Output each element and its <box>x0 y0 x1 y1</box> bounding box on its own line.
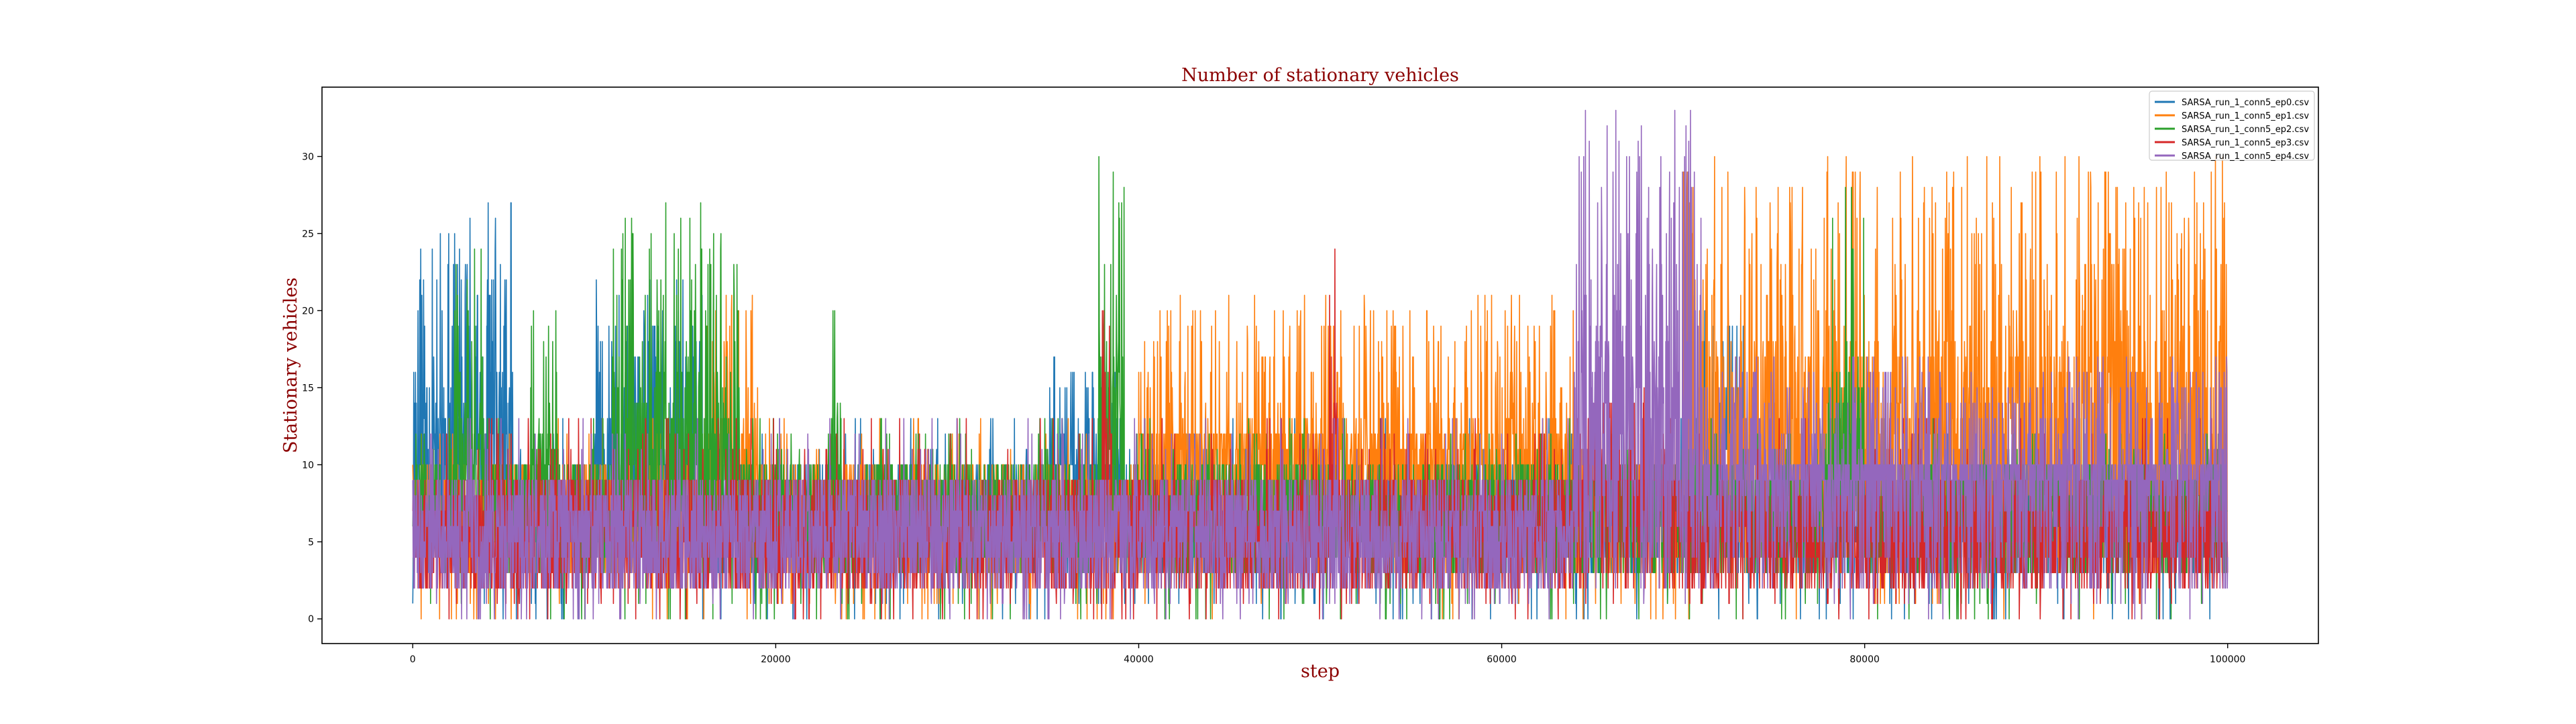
series-line-ep4 <box>412 109 2229 620</box>
legend-label-ep3: SARSA_run_1_conn5_ep3.csv <box>2182 138 2309 148</box>
x-tick-label: 80000 <box>1849 654 1880 665</box>
y-tick-label: 20 <box>302 306 314 316</box>
x-axis: 0 20000 40000 60000 80000 100000 <box>410 644 2245 665</box>
y-axis: 0 5 10 15 20 25 30 <box>302 152 322 625</box>
legend-label-ep2: SARSA_run_1_conn5_ep2.csv <box>2182 125 2309 135</box>
x-axis-label: step <box>1301 661 1340 682</box>
x-tick-label: 100000 <box>2210 654 2245 665</box>
y-tick-label: 15 <box>302 383 314 394</box>
y-tick-label: 0 <box>308 614 314 625</box>
x-tick-label: 60000 <box>1487 654 1517 665</box>
legend-label-ep4: SARSA_run_1_conn5_ep4.csv <box>2182 152 2309 162</box>
chart-title: Number of stationary vehicles <box>1181 65 1459 86</box>
legend-label-ep0: SARSA_run_1_conn5_ep0.csv <box>2182 98 2309 108</box>
legend: SARSA_run_1_conn5_ep0.csv SARSA_run_1_con… <box>2149 90 2315 162</box>
y-axis-label: Stationary vehicles <box>280 278 301 453</box>
plot-frame <box>321 86 2319 644</box>
x-tick-label: 40000 <box>1124 654 1154 665</box>
series-layer <box>412 109 2229 620</box>
y-tick-label: 5 <box>308 537 314 548</box>
y-tick-label: 25 <box>302 229 314 239</box>
legend-box <box>2149 90 2315 161</box>
y-tick-label: 10 <box>302 460 314 471</box>
x-tick-label: 20000 <box>761 654 791 665</box>
y-tick-label: 30 <box>302 152 314 162</box>
legend-label-ep1: SARSA_run_1_conn5_ep1.csv <box>2182 111 2309 121</box>
x-tick-label: 0 <box>410 654 416 665</box>
